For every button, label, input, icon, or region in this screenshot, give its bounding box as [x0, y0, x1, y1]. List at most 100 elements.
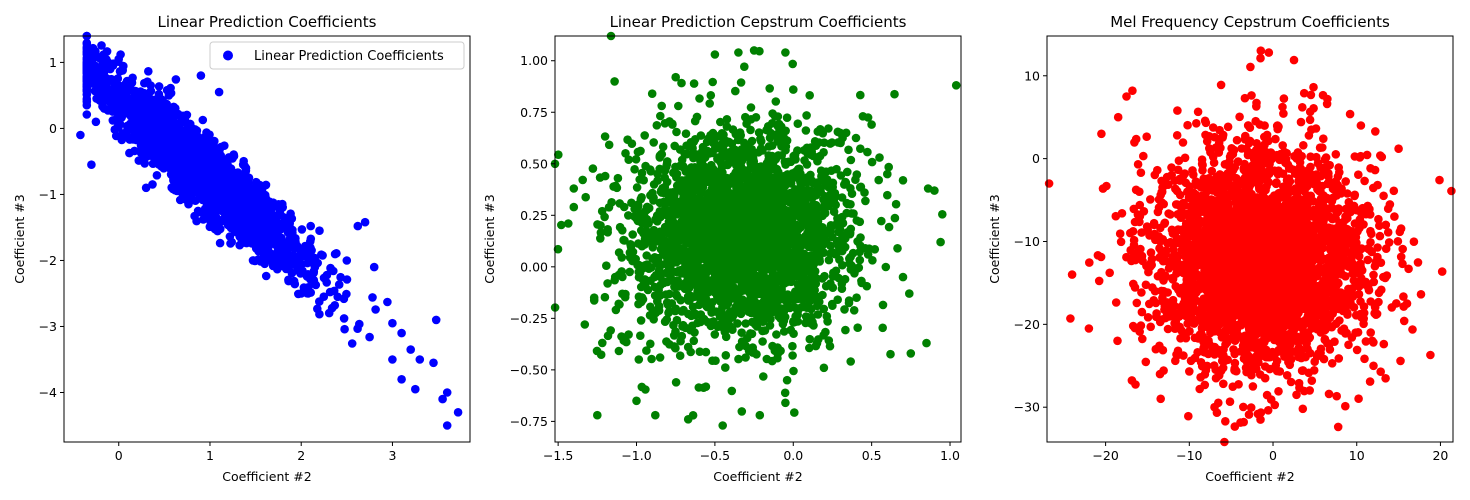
data-point [840, 274, 850, 284]
data-point [736, 78, 746, 87]
data-point [153, 134, 162, 143]
data-point [898, 272, 908, 282]
data-point [655, 198, 665, 208]
data-point [711, 184, 720, 193]
data-point [150, 125, 160, 134]
data-point [762, 240, 772, 249]
data-point [694, 185, 703, 195]
data-point [334, 280, 344, 289]
data-point [273, 223, 283, 232]
data-point [877, 216, 886, 226]
data-point [306, 234, 316, 244]
data-point [827, 198, 836, 208]
data-point [116, 97, 126, 106]
data-point [606, 326, 615, 335]
data-point [765, 274, 775, 283]
data-point [347, 339, 357, 348]
data-point [759, 372, 768, 381]
data-point [711, 191, 721, 201]
data-point [453, 408, 463, 417]
data-point [771, 97, 781, 106]
data-point [637, 382, 647, 392]
data-point [88, 54, 98, 64]
data-point [788, 341, 797, 351]
data-point [810, 137, 820, 146]
data-point [171, 129, 181, 138]
data-point [759, 215, 768, 225]
data-point [819, 363, 829, 373]
data-point [779, 133, 789, 143]
data-point [269, 200, 279, 209]
data-point [762, 354, 772, 364]
data-point [789, 366, 798, 376]
data-point [103, 92, 112, 102]
data-point [802, 111, 811, 120]
data-point [749, 46, 759, 55]
data-point [620, 292, 630, 302]
y-tick-label: −3 [39, 319, 57, 334]
data-point [82, 86, 92, 95]
data-point [861, 196, 870, 206]
data-point [801, 318, 810, 328]
data-point [842, 208, 851, 218]
y-tick-label: 0.75 [520, 105, 548, 120]
data-point [365, 332, 374, 342]
data-point [737, 286, 746, 296]
data-point [752, 172, 762, 182]
data-point [773, 306, 782, 316]
data-point [600, 132, 610, 141]
data-point [633, 147, 643, 157]
data-point [828, 182, 837, 192]
data-point [100, 104, 109, 113]
data-point [793, 119, 803, 128]
data-point [275, 206, 285, 215]
y-tick-label: −0.50 [510, 362, 548, 377]
data-point [776, 314, 785, 323]
data-point [802, 303, 812, 313]
data-point [241, 163, 251, 173]
data-point [442, 421, 452, 430]
data-point [105, 64, 115, 74]
data-point [779, 279, 789, 289]
data-point [731, 86, 740, 96]
data-point [841, 177, 850, 187]
data-point [951, 81, 961, 90]
data-point [878, 300, 888, 310]
data-point [624, 155, 633, 164]
data-point [273, 264, 282, 274]
data-point [779, 248, 789, 258]
data-point [732, 218, 742, 228]
x-tick-label: −1.0 [621, 448, 651, 463]
data-point [712, 230, 722, 239]
data-point [741, 353, 750, 362]
data-point [782, 375, 792, 385]
data-point [759, 297, 768, 306]
y-tick-label: 0 [49, 121, 57, 136]
data-point [652, 232, 662, 242]
data-point [111, 106, 120, 116]
data-point [631, 155, 641, 164]
data-point [938, 210, 947, 219]
data-point [114, 82, 123, 92]
y-tick-label: 0.25 [520, 208, 548, 223]
data-point [668, 227, 678, 236]
data-point [309, 267, 319, 276]
data-point [739, 189, 748, 199]
data-point [663, 277, 672, 287]
data-point [884, 222, 894, 232]
chart-title-mfcc: Mel Frequency Cepstrum Coefficients [1110, 13, 1390, 31]
data-point [804, 242, 814, 252]
data-point [684, 203, 693, 213]
y-tick-label: 1.00 [520, 53, 548, 68]
data-point [831, 266, 841, 276]
data-point [315, 309, 324, 319]
data-point [641, 237, 650, 246]
data-point [116, 50, 125, 59]
data-point [825, 190, 835, 200]
x-tick-label: 3 [388, 448, 396, 463]
data-point [232, 188, 242, 198]
data-point [632, 183, 642, 192]
data-point [317, 250, 326, 259]
data-point [881, 262, 891, 272]
data-point [857, 278, 866, 288]
